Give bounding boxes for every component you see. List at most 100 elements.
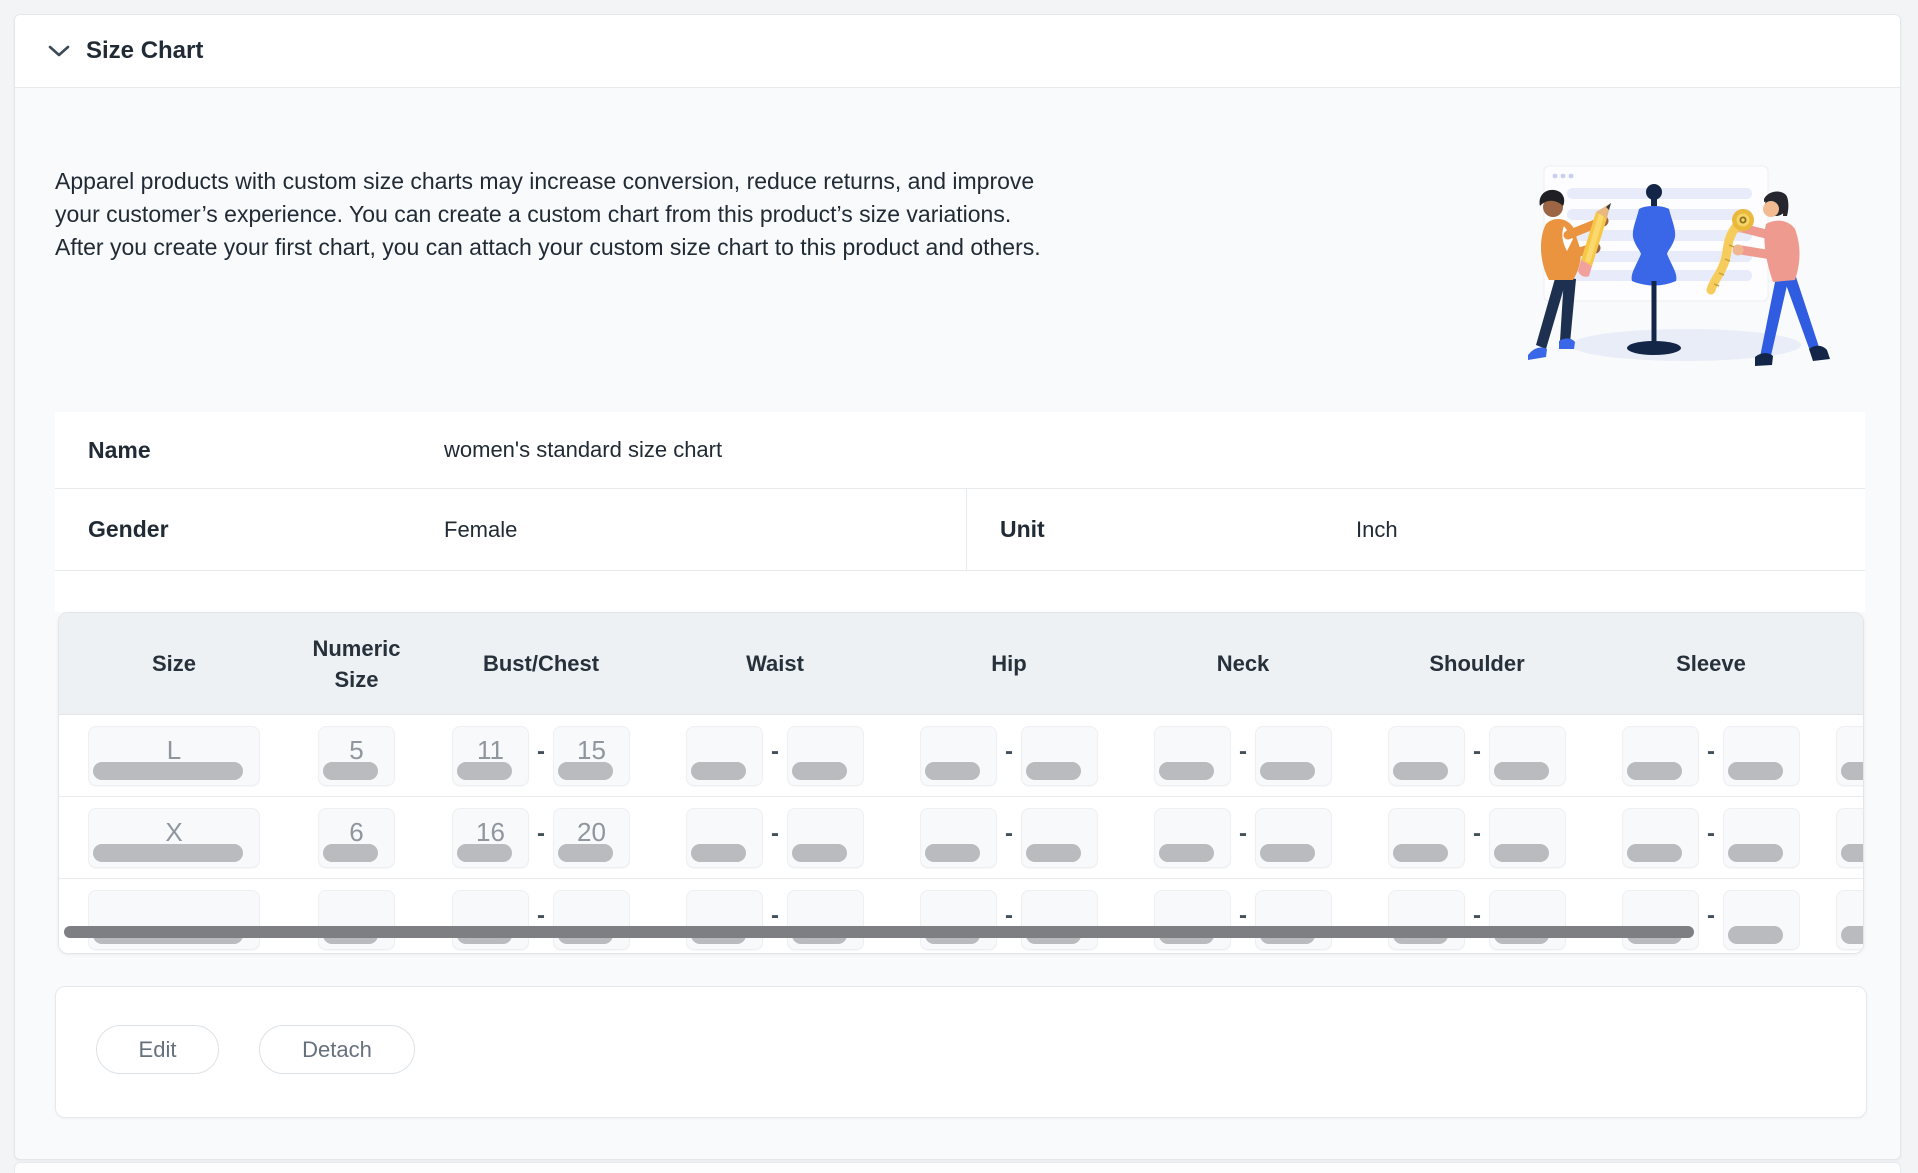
numeric-size-input[interactable]: 5: [318, 725, 395, 786]
sleeve-cell: -: [1594, 725, 1828, 786]
size-input[interactable]: X: [88, 807, 260, 868]
sleeve-max-input[interactable]: [1723, 889, 1800, 950]
sleeve-max-input[interactable]: [1723, 725, 1800, 786]
skeleton-pill: [1627, 761, 1682, 780]
waist-min-input[interactable]: [686, 889, 763, 950]
sleeve-max-input[interactable]: [1723, 807, 1800, 868]
edit-button[interactable]: Edit: [96, 1025, 219, 1074]
column-header-size: Size: [151, 651, 197, 676]
size-chart-panel: Size Chart Apparel products with custom …: [14, 14, 1901, 1160]
waist-max-input[interactable]: [787, 807, 864, 868]
waist-cell: -: [658, 807, 892, 868]
size-input[interactable]: [88, 889, 260, 950]
bust-min-input[interactable]: 16: [452, 807, 529, 868]
gender-unit-row: Gender Female Unit Inch: [55, 489, 1865, 571]
skeleton-pill: [323, 761, 378, 780]
column-header-sleeve: Sleeve: [1676, 651, 1746, 676]
waist-cell: -: [658, 725, 892, 786]
range-separator: -: [1473, 901, 1481, 929]
sleeve-min-input[interactable]: [1622, 807, 1699, 868]
hip-min-input[interactable]: [920, 807, 997, 868]
range-separator: -: [537, 819, 545, 847]
horizontal-scrollbar[interactable]: [64, 926, 1694, 938]
waist-max-input[interactable]: [787, 725, 864, 786]
column-header-hip: Hip: [991, 651, 1027, 676]
hip-cell: -: [892, 807, 1126, 868]
neck-max-input[interactable]: [1255, 807, 1332, 868]
size-input[interactable]: L: [88, 725, 260, 786]
shoulder-min-input[interactable]: [1388, 807, 1465, 868]
range-separator: -: [1005, 819, 1013, 847]
skeleton-pill: [1841, 761, 1863, 780]
skeleton-pill: [1159, 761, 1214, 780]
skeleton-pill: [1260, 761, 1315, 780]
clipped-cell: [1828, 725, 1863, 786]
column-header-waist: Waist: [746, 651, 804, 676]
skeleton-pill: [1393, 761, 1448, 780]
skeleton-pill: [1026, 761, 1081, 780]
sleeve-min-input[interactable]: [1622, 725, 1699, 786]
hip-max-input[interactable]: [1021, 725, 1098, 786]
skeleton-pill: [1728, 761, 1783, 780]
name-value: women's standard size chart: [444, 437, 723, 462]
person-with-tape: [1706, 191, 1830, 366]
shoulder-max-input[interactable]: [1489, 725, 1566, 786]
neck-min-input[interactable]: [1154, 725, 1231, 786]
numeric-size-input[interactable]: [318, 889, 395, 950]
waist-max-input[interactable]: [787, 889, 864, 950]
shoulder-min-input[interactable]: [1388, 889, 1465, 950]
skeleton-pill: [457, 843, 512, 862]
clipped-input[interactable]: [1836, 889, 1863, 950]
input-value: 5: [349, 735, 364, 765]
unit-cell: Unit Inch: [967, 489, 1865, 570]
hip-max-input[interactable]: [1021, 889, 1098, 950]
skeleton-pill: [1159, 843, 1214, 862]
clipped-input[interactable]: [1836, 725, 1863, 786]
table-row: - - - - - -: [59, 879, 1863, 953]
unit-label: Unit: [1000, 516, 1045, 542]
input-value: L: [166, 735, 182, 765]
bust-min-input[interactable]: 11: [452, 725, 529, 786]
shoulder-max-input[interactable]: [1489, 807, 1566, 868]
skeleton-pill: [925, 843, 980, 862]
hip-max-input[interactable]: [1021, 807, 1098, 868]
skeleton-pill: [691, 843, 746, 862]
bust-min-input[interactable]: [452, 889, 529, 950]
clipped-input[interactable]: [1836, 807, 1863, 868]
numeric-size-input[interactable]: 6: [318, 807, 395, 868]
waist-min-input[interactable]: [686, 807, 763, 868]
range-separator: -: [771, 901, 779, 929]
hip-min-input[interactable]: [920, 725, 997, 786]
skeleton-pill: [323, 843, 378, 862]
column-header-neck: Neck: [1216, 651, 1270, 676]
range-separator: -: [1473, 819, 1481, 847]
range-separator: -: [1707, 819, 1715, 847]
skeleton-pill: [792, 761, 847, 780]
neck-max-input[interactable]: [1255, 725, 1332, 786]
shoulder-max-input[interactable]: [1489, 889, 1566, 950]
skeleton-pill: [1728, 843, 1783, 862]
skeleton-pill: [925, 761, 980, 780]
column-header-numeric-size: Numeric Size: [312, 635, 401, 692]
chart-details: Name women's standard size chart Gender …: [55, 412, 1865, 612]
detach-button[interactable]: Detach: [259, 1025, 415, 1074]
shoulder-min-input[interactable]: [1388, 725, 1465, 786]
bust-max-input[interactable]: 15: [553, 725, 630, 786]
neck-cell: -: [1126, 889, 1360, 950]
neck-max-input[interactable]: [1255, 889, 1332, 950]
bust-max-input[interactable]: 20: [553, 807, 630, 868]
neck-min-input[interactable]: [1154, 889, 1231, 950]
input-value: 20: [577, 817, 606, 847]
skeleton-pill: [1728, 925, 1783, 944]
waist-min-input[interactable]: [686, 725, 763, 786]
panel-header[interactable]: Size Chart: [15, 15, 1900, 88]
skeleton-pill: [1494, 761, 1549, 780]
description-text: Apparel products with custom size charts…: [55, 168, 1041, 260]
chevron-down-icon[interactable]: [48, 44, 70, 58]
bust-max-input[interactable]: [553, 889, 630, 950]
sleeve-min-input[interactable]: [1622, 889, 1699, 950]
neck-min-input[interactable]: [1154, 807, 1231, 868]
skeleton-pill: [1260, 843, 1315, 862]
gender-value: Female: [444, 516, 518, 542]
hip-min-input[interactable]: [920, 889, 997, 950]
